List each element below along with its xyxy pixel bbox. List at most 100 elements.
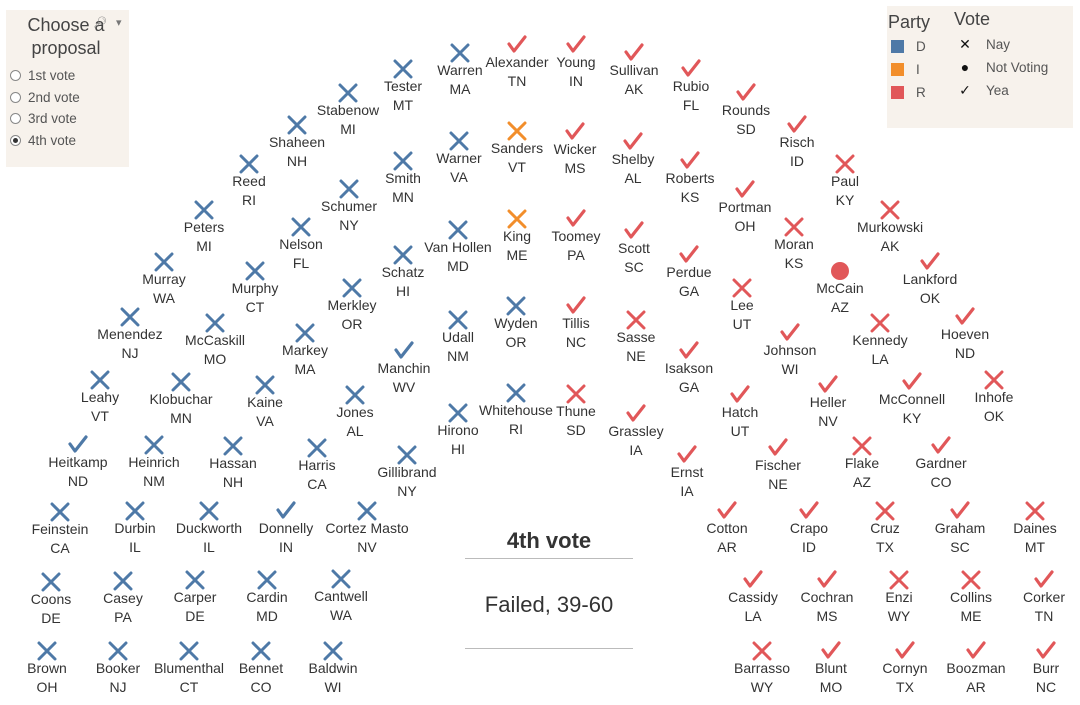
seat-heinrich: Heinrich NM bbox=[128, 435, 180, 489]
search-icon[interactable]: 🔎︎ bbox=[93, 17, 107, 29]
seat-name-label: Shelby bbox=[612, 151, 655, 167]
legend-vote-nay[interactable]: ✕ Nay bbox=[958, 34, 1010, 54]
seat-state-label: CO bbox=[251, 679, 272, 695]
nay-x-mark bbox=[1025, 501, 1045, 521]
yea-check-mark bbox=[68, 435, 88, 453]
seat-hoeven: Hoeven ND bbox=[941, 307, 989, 361]
seat-state-label: CT bbox=[180, 679, 199, 695]
nay-x-mark bbox=[323, 641, 343, 661]
radio-option-label: 4th vote bbox=[28, 132, 77, 148]
legend-party-title: Party bbox=[888, 12, 931, 32]
seat-name-label: Rounds bbox=[722, 102, 770, 118]
legend-party-r[interactable]: R bbox=[891, 82, 926, 102]
seat-whitehouse: Whitehouse RI bbox=[479, 383, 553, 437]
seat-name-label: Leahy bbox=[81, 389, 119, 405]
seat-name-label: McCain bbox=[816, 280, 863, 296]
nay-x-mark bbox=[108, 641, 128, 661]
chevron-down-icon[interactable]: ▾ bbox=[116, 17, 122, 29]
legend-vote-label: Not Voting bbox=[986, 59, 1049, 75]
seat-name-label: Cruz bbox=[870, 520, 900, 536]
seat-state-label: AL bbox=[346, 423, 363, 439]
seat-name-label: Murkowski bbox=[857, 219, 923, 235]
yea-check-mark bbox=[626, 404, 646, 422]
seat-name-label: Hatch bbox=[722, 404, 759, 420]
seat-name-label: Cassidy bbox=[728, 589, 778, 605]
radio-button[interactable] bbox=[10, 91, 21, 103]
nay-x-mark bbox=[357, 501, 377, 521]
seat-name-label: McConnell bbox=[879, 391, 945, 407]
seat-state-label: MA bbox=[295, 361, 317, 377]
nay-x-mark bbox=[752, 641, 772, 661]
seat-state-label: ND bbox=[68, 473, 88, 489]
legend-vote-yea[interactable]: ✓ Yea bbox=[958, 80, 1009, 100]
seat-state-label: UT bbox=[731, 423, 750, 439]
legend-party-i[interactable]: I bbox=[891, 59, 920, 79]
seat-durbin: Durbin IL bbox=[114, 501, 156, 555]
seat-moran: Moran KS bbox=[774, 217, 814, 271]
seat-state-label: MS bbox=[817, 608, 838, 624]
nay-x-mark bbox=[393, 151, 413, 171]
legend-vote-not-voting[interactable]: ● Not Voting bbox=[958, 57, 1049, 77]
seat-state-label: IL bbox=[129, 539, 141, 555]
seat-collins: Collins ME bbox=[950, 570, 992, 624]
seat-markey: Markey MA bbox=[282, 323, 328, 377]
seat-state-label: CT bbox=[246, 299, 265, 315]
seat-coons: Coons DE bbox=[31, 572, 71, 626]
seat-name-label: Lee bbox=[730, 297, 754, 313]
nay-x-mark bbox=[120, 307, 140, 327]
seat-tester: Tester MT bbox=[384, 59, 422, 113]
seat-state-label: NC bbox=[566, 334, 586, 350]
seat-brown: Brown OH bbox=[27, 641, 67, 695]
seat-state-label: NY bbox=[339, 217, 359, 233]
seat-graham: Graham SC bbox=[935, 501, 985, 555]
seat-name-label: Lankford bbox=[903, 271, 957, 287]
legend-vote-label: Yea bbox=[986, 82, 1009, 98]
seat-name-label: Hirono bbox=[437, 422, 478, 438]
seat-hirono: Hirono HI bbox=[437, 403, 479, 457]
seat-reed: Reed RI bbox=[232, 154, 266, 208]
seat-name-label: Schumer bbox=[321, 198, 377, 214]
seat-state-label: GA bbox=[679, 379, 700, 395]
seat-name-label: Tillis bbox=[562, 315, 589, 331]
radio-button[interactable] bbox=[10, 69, 21, 81]
legend-party-d[interactable]: D bbox=[891, 36, 926, 56]
radio-option-4th-vote[interactable]: 4th vote bbox=[10, 130, 76, 150]
radio-button[interactable] bbox=[10, 112, 21, 124]
seat-name-label: Daines bbox=[1013, 520, 1057, 536]
radio-option-2nd-vote[interactable]: 2nd vote bbox=[10, 87, 80, 107]
seat-state-label: LA bbox=[871, 351, 889, 367]
nay-x-mark bbox=[331, 569, 351, 589]
legend-party-label: I bbox=[916, 61, 920, 77]
seat-name-label: Udall bbox=[442, 329, 474, 345]
radio-option-1st-vote[interactable]: 1st vote bbox=[10, 65, 75, 85]
seat-name-label: Bennet bbox=[239, 660, 283, 676]
seat-state-label: NC bbox=[1036, 679, 1056, 695]
nay-x-mark bbox=[852, 436, 872, 456]
radio-option-3rd-vote[interactable]: 3rd vote bbox=[10, 108, 77, 128]
seat-smith: Smith MN bbox=[385, 151, 421, 205]
proposal-filter-panel: Choose a proposal 🔎︎ ▾ 1st vote 2nd vote… bbox=[6, 10, 129, 167]
seat-state-label: GA bbox=[679, 283, 700, 299]
seat-menendez: Menendez NJ bbox=[97, 307, 163, 361]
seat-name-label: Heitkamp bbox=[48, 454, 107, 470]
seat-state-label: CO bbox=[931, 474, 952, 490]
nay-x-mark bbox=[255, 375, 275, 395]
nay-x-mark bbox=[506, 383, 526, 403]
nay-x-mark bbox=[448, 220, 468, 240]
seat-state-label: OR bbox=[506, 334, 527, 350]
seat-state-label: VT bbox=[91, 408, 109, 424]
seat-harris: Harris CA bbox=[298, 438, 336, 492]
nay-x-mark bbox=[171, 372, 191, 392]
seat-wyden: Wyden OR bbox=[494, 296, 538, 350]
seat-name-label: Isakson bbox=[665, 360, 713, 376]
seat-state-label: AR bbox=[966, 679, 985, 695]
seat-rounds: Rounds SD bbox=[722, 83, 770, 137]
seat-state-label: NH bbox=[287, 153, 307, 169]
nay-x-mark bbox=[185, 570, 205, 590]
seat-duckworth: Duckworth IL bbox=[176, 501, 242, 555]
yea-check-mark bbox=[817, 570, 837, 588]
seat-state-label: AK bbox=[881, 238, 900, 254]
radio-button-selected[interactable] bbox=[10, 134, 21, 146]
yea-check-mark bbox=[1036, 641, 1056, 659]
seat-state-label: VA bbox=[450, 169, 468, 185]
